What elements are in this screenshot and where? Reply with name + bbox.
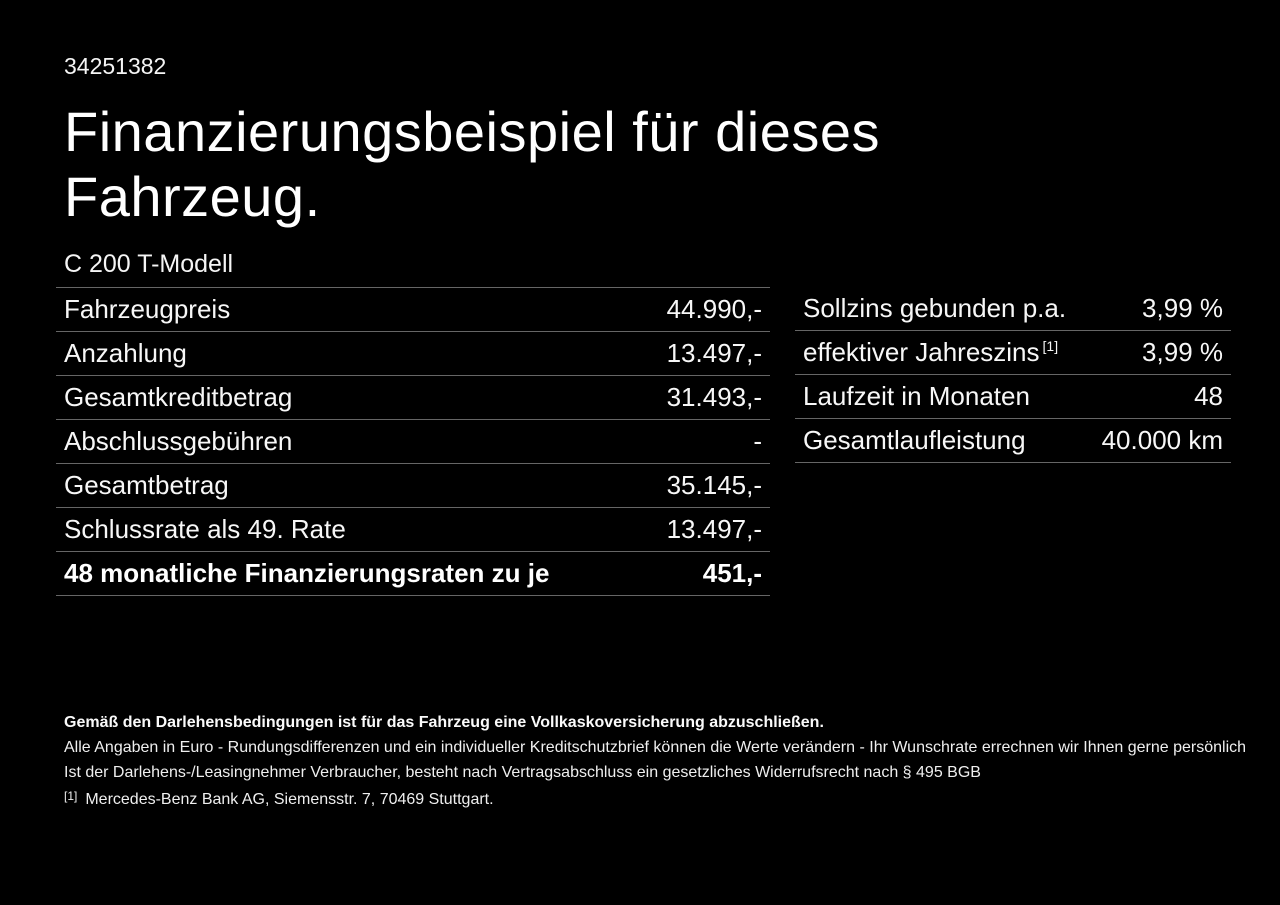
footnote: [1] Mercedes-Benz Bank AG, Siemensstr. 7,… [64,789,494,809]
vehicle-model: C 200 T-Modell [64,250,234,278]
page-title: Finanzierungsbeispiel für dieses Fahrzeug… [64,99,880,229]
financing-table: Fahrzeugpreis 44.990,- Anzahlung 13.497,… [56,287,770,596]
disclaimer-line-1: Alle Angaben in Euro - Rundungsdifferenz… [64,739,1247,756]
row-value: 451,- [702,558,762,588]
row-value: - [753,426,762,456]
row-value: 40.000 km [1101,425,1223,455]
row-label: 48 monatliche Finanzierungsraten zu je [64,558,550,588]
row-value: 31.493,- [666,382,762,412]
row-label: Laufzeit in Monaten [803,381,1030,411]
table-row: Laufzeit in Monaten 48 [795,375,1231,419]
row-label: Gesamtkreditbetrag [64,382,293,412]
row-label: Anzahlung [64,338,187,368]
row-label: Gesamtlaufleistung [803,425,1026,455]
row-label: effektiver Jahreszins [1] [803,337,1058,368]
row-value: 44.990,- [666,294,762,324]
row-value: 13.497,- [666,338,762,368]
row-label: Schlussrate als 49. Rate [64,514,346,544]
table-row: Gesamtkreditbetrag 31.493,- [56,376,770,420]
table-row: Schlussrate als 49. Rate 13.497,- [56,508,770,552]
row-value: 35.145,- [666,470,762,500]
table-row: Gesamtbetrag 35.145,- [56,464,770,508]
row-label: Fahrzeugpreis [64,294,231,324]
table-row: Fahrzeugpreis 44.990,- [56,288,770,332]
row-label: Gesamtbetrag [64,470,229,500]
footnote-text: Mercedes-Benz Bank AG, Siemensstr. 7, 70… [85,791,494,808]
listing-id: 34251382 [64,53,167,79]
table-row-monthly-rate: 48 monatliche Finanzierungsraten zu je 4… [56,552,770,596]
page-title-line1: Finanzierungsbeispiel für dieses [64,100,880,163]
table-row: effektiver Jahreszins [1] 3,99 % [795,331,1231,375]
disclaimer-line-2: Ist der Darlehens-/Leasingnehmer Verbrau… [64,764,981,781]
row-value: 13.497,- [666,514,762,544]
table-row: Abschlussgebühren - [56,420,770,464]
conditions-table: Sollzins gebunden p.a. 3,99 % effektiver… [795,287,1231,463]
insurance-note: Gemäß den Darlehensbedingungen ist für d… [64,714,824,731]
page-title-line2: Fahrzeug. [64,165,321,228]
table-row: Gesamtlaufleistung 40.000 km [795,419,1231,463]
row-value: 3,99 % [1142,337,1223,367]
row-label: Abschlussgebühren [64,426,293,456]
row-value: 3,99 % [1142,293,1223,323]
table-row: Sollzins gebunden p.a. 3,99 % [795,287,1231,331]
row-label-text: effektiver Jahreszins [803,337,1040,367]
footnote-marker: [1] [64,789,78,803]
row-label: Sollzins gebunden p.a. [803,293,1067,323]
row-value: 48 [1194,381,1223,411]
table-row: Anzahlung 13.497,- [56,332,770,376]
footnote-reference: [1] [1042,338,1059,355]
